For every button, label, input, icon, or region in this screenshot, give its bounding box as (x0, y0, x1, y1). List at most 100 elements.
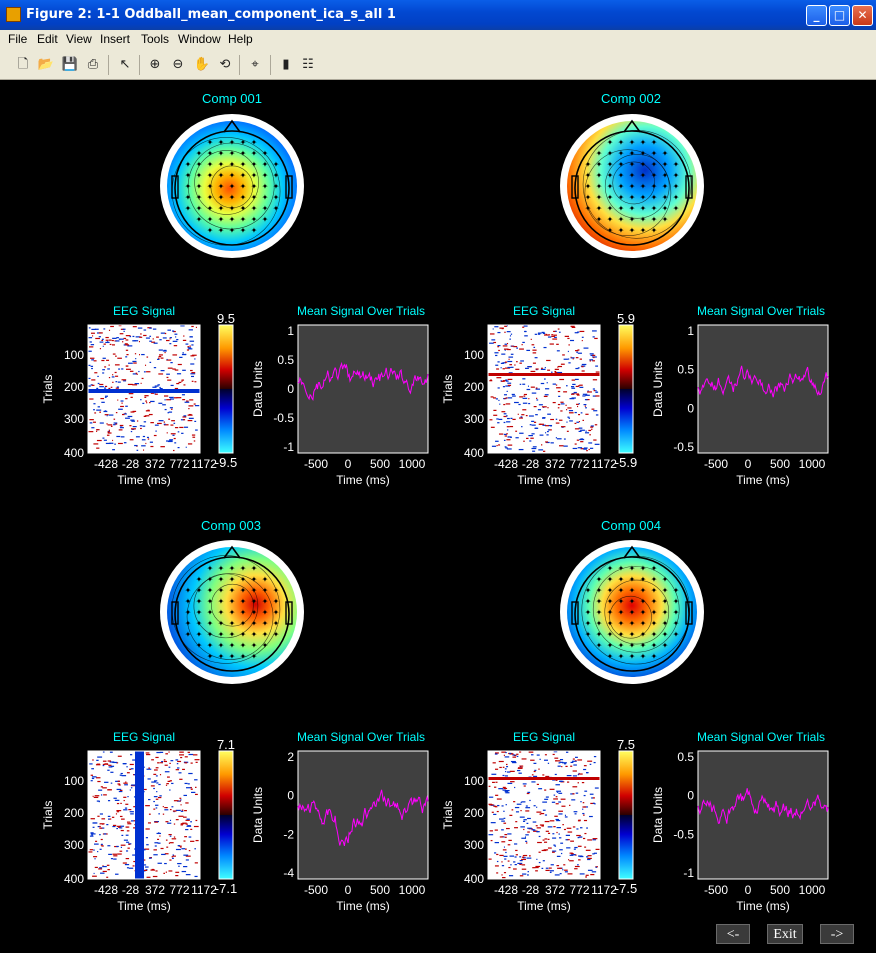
eeg-pixel (186, 349, 190, 351)
legend-icon[interactable]: ☷ (302, 57, 314, 72)
electrode-marker: ✦ (607, 564, 614, 573)
eeg-pixel (504, 789, 510, 792)
maximize-button[interactable]: □ (829, 5, 850, 26)
colorbar-icon[interactable]: ▮ (282, 57, 290, 72)
exit-button[interactable]: Exit (767, 924, 803, 944)
eeg-pixel (524, 330, 527, 333)
eeg-pixel (123, 809, 128, 811)
electrode-marker: ✦ (629, 619, 636, 628)
eeg-image[interactable] (487, 750, 601, 880)
electrode-marker: ✦ (185, 630, 192, 639)
eeg-pixel (193, 825, 199, 828)
eeg-pixel (88, 431, 94, 433)
eeg-image[interactable] (87, 324, 201, 454)
eeg-pixel (130, 411, 135, 413)
eeg-pixel (88, 337, 93, 339)
eeg-pixel (544, 798, 549, 800)
colorbar-min-label: -7.1 (215, 881, 237, 896)
eeg-pixel (515, 811, 520, 813)
mean-title: Mean Signal Over Trials (697, 304, 825, 318)
menu-window[interactable]: Window (178, 32, 221, 46)
data-cursor-icon[interactable]: ⌖ (251, 57, 259, 72)
eeg-pixel (117, 783, 121, 785)
menu-help[interactable]: Help (228, 32, 253, 46)
eeg-pixel (164, 764, 168, 766)
electrode-marker: ✦ (240, 204, 247, 213)
zoom-out-icon[interactable]: ⊖ (172, 57, 184, 72)
electrode-marker: ✦ (596, 149, 603, 158)
eeg-pixel (544, 394, 549, 396)
electrode-marker: ✦ (229, 564, 236, 573)
eeg-pixel (158, 349, 163, 351)
menu-insert[interactable]: Insert (100, 32, 131, 46)
menu-file[interactable]: File (8, 32, 28, 46)
eeg-pixel (176, 397, 182, 399)
next-button[interactable]: -> (820, 924, 854, 944)
open-folder-icon[interactable]: 📂 (37, 57, 55, 72)
eeg-pixel (113, 797, 117, 799)
print-icon[interactable]: ⎙ (87, 57, 99, 72)
eeg-pixel (560, 852, 563, 855)
new-file-icon[interactable]: 🗋 (17, 57, 29, 72)
rotate-icon[interactable]: ⟲ (219, 57, 231, 72)
eeg-pixel (123, 330, 125, 332)
eeg-pixel (551, 334, 554, 336)
eeg-pixel (562, 354, 565, 356)
menu-tools[interactable]: Tools (141, 32, 170, 46)
eeg-pixel (494, 865, 499, 867)
eeg-xtick-label: -428 (494, 883, 518, 897)
zoom-in-icon[interactable]: ⊕ (149, 57, 161, 72)
eeg-pixel (145, 337, 151, 339)
electrode-marker: ✦ (218, 630, 225, 639)
eeg-pixel (193, 440, 196, 442)
minimize-button[interactable]: _ (806, 5, 827, 26)
eeg-pixel (525, 367, 529, 369)
scalp-topography[interactable]: ✦ ✦ ✦ ✦ ✦✦ ✦ ✦ ✦ ✦ ✦ ✦✦ ✦ ✦ ✦ ✦ ✦ ✦ ✦ ✦✦ ✦ ✦ ✦ ✦ ✦ ✦ ✦ ✦✦ ✦ ✦ ✦ ✦ ✦ ✦ ✦ ✦✦… (560, 114, 704, 258)
eeg-pixel (185, 859, 189, 861)
mean-signal-plot[interactable] (297, 324, 429, 454)
scalp-topography[interactable]: ✦ ✦ ✦ ✦ ✦✦ ✦ ✦ ✦ ✦ ✦ ✦✦ ✦ ✦ ✦ ✦ ✦ ✦ ✦ ✦✦ ✦ ✦ ✦ ✦ ✦ ✦ ✦ ✦✦ ✦ ✦ ✦ ✦ ✦ ✦ ✦ ✦✦… (160, 114, 304, 258)
electrode-marker: ✦ (185, 586, 192, 595)
eeg-pixel (532, 867, 536, 869)
pointer-icon[interactable]: ↖ (119, 57, 131, 72)
eeg-pixel (497, 344, 501, 347)
eeg-pixel (496, 853, 499, 856)
eeg-pixel (553, 826, 556, 828)
eeg-pixel (550, 864, 554, 866)
eeg-pixel (92, 795, 94, 797)
previous-button[interactable]: <- (716, 924, 750, 944)
title-bar[interactable]: Figure 2: 1-1 Oddball_mean_component_ica… (0, 0, 876, 30)
electrode-marker: ✦ (618, 138, 625, 147)
eeg-pixel (132, 759, 137, 761)
scalp-topography[interactable]: ✦ ✦ ✦ ✦ ✦✦ ✦ ✦ ✦ ✦ ✦ ✦✦ ✦ ✦ ✦ ✦ ✦ ✦ ✦ ✦✦ ✦ ✦ ✦ ✦ ✦ ✦ ✦ ✦✦ ✦ ✦ ✦ ✦ ✦ ✦ ✦ ✦✦… (560, 540, 704, 684)
eeg-pixel (543, 395, 548, 398)
eeg-image[interactable] (487, 324, 601, 454)
eeg-image[interactable] (87, 750, 201, 880)
eeg-pixel (185, 828, 189, 831)
save-icon[interactable]: 💾 (61, 57, 79, 72)
eeg-pixel (181, 870, 187, 873)
eeg-pixel (147, 822, 152, 824)
mean-ytick-label: 0.5 (677, 363, 694, 377)
close-button[interactable]: ✕ (852, 5, 873, 26)
scalp-topography[interactable]: ✦ ✦ ✦ ✦ ✦✦ ✦ ✦ ✦ ✦ ✦ ✦✦ ✦ ✦ ✦ ✦ ✦ ✦ ✦ ✦✦ ✦ ✦ ✦ ✦ ✦ ✦ ✦ ✦✦ ✦ ✦ ✦ ✦ ✦ ✦ ✦ ✦✦… (160, 540, 304, 684)
mean-signal-plot[interactable] (297, 750, 429, 880)
eeg-pixel (559, 761, 564, 763)
eeg-pixel (503, 810, 505, 812)
contour-line (609, 595, 652, 639)
mean-signal-plot[interactable] (697, 750, 829, 880)
eeg-pixel (125, 850, 129, 852)
pan-hand-icon[interactable]: ✋ (193, 57, 211, 72)
eeg-pixel (89, 763, 93, 765)
eeg-pixel (495, 794, 499, 796)
eeg-pixel (506, 766, 509, 768)
menu-view[interactable]: View (66, 32, 92, 46)
eeg-pixel (526, 822, 529, 824)
eeg-pixel (504, 775, 508, 777)
mean-signal-plot[interactable] (697, 324, 829, 454)
eeg-pixel (586, 827, 588, 829)
eeg-pixel (111, 816, 115, 818)
electrode-marker: ✦ (618, 597, 625, 606)
menu-edit[interactable]: Edit (37, 32, 58, 46)
eeg-pixel (507, 382, 512, 384)
